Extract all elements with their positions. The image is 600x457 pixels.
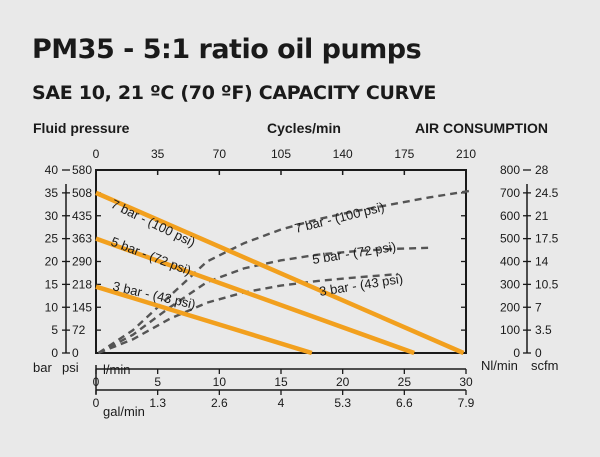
- right-axis-scfm-tick-label: 14: [535, 255, 549, 269]
- air-consumption-series-line: [97, 246, 430, 355]
- left-axis-bar-tick-label: 40: [45, 163, 59, 177]
- left-axis-psi-tick-label: 290: [72, 255, 92, 269]
- right-axis-scfm-tick-label: 10.5: [535, 277, 559, 291]
- bottom-axis-lpm-tick-label: 20: [336, 375, 350, 389]
- top-axis-tick-label: 70: [213, 147, 227, 161]
- left-axis-psi-tick-label: 72: [72, 323, 86, 337]
- fluid-pressure-series-line: [95, 284, 313, 356]
- right-axis-nl-tick-label: 800: [500, 163, 520, 177]
- right-axis-scfm-tick-label: 28: [535, 163, 549, 177]
- bottom-axis-gpm-tick-label: 0: [93, 396, 100, 410]
- right-axis-scfm-tick-label: 7: [535, 300, 542, 314]
- right-axis-scfm-tick-label: 3.5: [535, 323, 552, 337]
- right-axis-nl-tick-label: 700: [500, 186, 520, 200]
- right-axis-scfm-tick-label: 21: [535, 209, 549, 223]
- left-axis-bar-tick-label: 35: [45, 186, 59, 200]
- header-fluid-pressure: Fluid pressure: [33, 120, 130, 136]
- top-axis-tick-label: 210: [456, 147, 476, 161]
- left-axis-bar-tick-label: 10: [45, 300, 59, 314]
- chart-subtitle: SAE 10, 21 ºC (70 ºF) CAPACITY CURVE: [32, 82, 437, 104]
- left-axis-bar-tick-label: 0: [51, 346, 58, 360]
- bottom-axis-gpm-tick-label: 5.3: [334, 396, 351, 410]
- bottom-axis-gpm-tick-label: 1.3: [149, 396, 166, 410]
- left-axis-psi-tick-label: 0: [72, 346, 79, 360]
- top-axis-tick-label: 105: [271, 147, 291, 161]
- top-axis-tick-label: 0: [93, 147, 100, 161]
- left-axis-psi-tick-label: 508: [72, 186, 92, 200]
- bottom-axis-lpm-tick-label: 5: [154, 375, 161, 389]
- left-axis-psi-unit: psi: [62, 360, 79, 375]
- fluid-pressure-series-line: [95, 236, 415, 356]
- bottom-axis-gpm-tick-label: 2.6: [211, 396, 228, 410]
- left-axis-psi-tick-label: 145: [72, 300, 92, 314]
- air-series-label: 3 bar - (43 psi): [318, 271, 404, 299]
- left-axis-bar-tick-label: 20: [45, 255, 59, 269]
- bottom-axis-gpm-tick-label: 6.6: [396, 396, 413, 410]
- right-axis-scfm-tick-label: 0: [535, 346, 542, 360]
- bottom-axis-lpm-tick-label: 10: [213, 375, 227, 389]
- header-air-consumption: AIR CONSUMPTION: [415, 120, 548, 136]
- air-series-label: 5 bar - (72 psi): [311, 239, 397, 267]
- bottom-axis-gpm-unit: gal/min: [103, 404, 145, 419]
- right-axis-nl-tick-label: 0: [513, 346, 520, 360]
- bottom-axis-lpm-tick-label: 0: [93, 375, 100, 389]
- left-axis-bar-tick-label: 25: [45, 232, 59, 246]
- right-axis-nl-tick-label: 400: [500, 255, 520, 269]
- right-axis-nl-tick-label: 600: [500, 209, 520, 223]
- fluid-pressure-series-line: [95, 190, 465, 356]
- top-axis-tick-label: 175: [394, 147, 414, 161]
- left-axis-bar-tick-label: 5: [51, 323, 58, 337]
- left-axis-psi-tick-label: 435: [72, 209, 92, 223]
- right-axis-nl-tick-label: 100: [500, 323, 520, 337]
- left-axis-psi-tick-label: 363: [72, 232, 92, 246]
- right-axis-scfm-unit: scfm: [531, 358, 558, 373]
- bottom-axis-gpm-tick-label: 4: [278, 396, 285, 410]
- bottom-axis-lpm-unit: l/min: [103, 362, 130, 377]
- right-axis-scfm-tick-label: 17.5: [535, 232, 559, 246]
- left-axis-psi-tick-label: 580: [72, 163, 92, 177]
- top-axis-tick-label: 140: [333, 147, 353, 161]
- bottom-axis-lpm-tick-label: 25: [398, 375, 412, 389]
- right-axis-scfm-tick-label: 24.5: [535, 186, 559, 200]
- top-axis-tick-label: 35: [151, 147, 165, 161]
- right-axis-nl-tick-label: 200: [500, 300, 520, 314]
- left-axis-bar-tick-label: 15: [45, 277, 59, 291]
- right-axis-nl-unit: Nl/min: [481, 358, 518, 373]
- left-axis-bar-tick-label: 30: [45, 209, 59, 223]
- left-axis-bar-unit: bar: [33, 360, 52, 375]
- bottom-axis-gpm-tick-label: 7.9: [458, 396, 475, 410]
- right-axis-nl-tick-label: 300: [500, 277, 520, 291]
- right-axis-nl-tick-label: 500: [500, 232, 520, 246]
- header-cycles-min: Cycles/min: [267, 120, 341, 136]
- chart-title: PM35 - 5:1 ratio oil pumps: [32, 34, 422, 65]
- left-axis-psi-tick-label: 218: [72, 277, 92, 291]
- bottom-axis-lpm-tick-label: 15: [274, 375, 288, 389]
- bottom-axis-lpm-tick-label: 30: [459, 375, 473, 389]
- air-series-label: 7 bar - (100 psi): [293, 199, 386, 236]
